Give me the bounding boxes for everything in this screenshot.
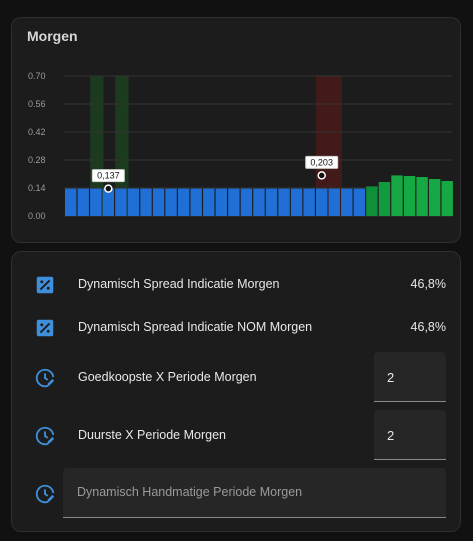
price-bar[interactable] (441, 181, 453, 216)
entity-value: 46,8% (410, 277, 446, 291)
expensive-period-band (316, 76, 330, 216)
expensive-period-band (328, 76, 342, 216)
entity-row-most-expensive: Duurste X Periode Morgen (12, 414, 460, 458)
entity-row-spread[interactable]: Dynamisch Spread Indicatie Morgen 46,8% (12, 263, 460, 307)
manual-period-placeholder: Dynamisch Handmatige Periode Morgen (77, 485, 303, 499)
price-bar[interactable] (378, 182, 391, 216)
price-bar[interactable] (102, 188, 115, 216)
marker-label-box (91, 169, 125, 183)
chart-card: Morgen 0.70 0.56 0.42 0.28 0.14 0.00 0,137 0,20… (11, 17, 461, 243)
price-bar[interactable] (303, 188, 315, 216)
y-tick-label: 0.56 (28, 99, 46, 109)
manual-period-input[interactable]: Dynamisch Handmatige Periode Morgen (63, 468, 446, 518)
entity-label: Duurste X Periode Morgen (78, 428, 226, 442)
most-expensive-period-input[interactable]: 2 (374, 410, 446, 460)
price-bar[interactable] (403, 176, 416, 216)
price-bar[interactable] (190, 188, 202, 216)
cheapest-period-value: 2 (387, 370, 395, 385)
value-marker (317, 171, 326, 180)
price-bar[interactable] (203, 188, 215, 216)
price-bar[interactable] (165, 188, 177, 216)
clock-edit-icon (35, 368, 55, 388)
y-tick-label: 0.00 (28, 211, 46, 221)
price-bar[interactable] (328, 188, 340, 216)
price-bar[interactable] (341, 188, 353, 216)
entity-row-spread-nom[interactable]: Dynamisch Spread Indicatie NOM Morgen 46… (12, 306, 460, 350)
entity-label: Dynamisch Spread Indicatie NOM Morgen (78, 320, 313, 334)
price-bar[interactable] (290, 188, 303, 216)
price-bar[interactable] (265, 188, 278, 216)
cheapest-period-input[interactable]: 2 (374, 352, 446, 402)
marker-label: 0,203 (310, 157, 333, 167)
value-marker (104, 184, 113, 193)
price-bar[interactable] (278, 188, 290, 216)
price-bar[interactable] (228, 188, 240, 216)
y-tick-label: 0.70 (28, 71, 46, 81)
price-bar[interactable] (140, 188, 152, 216)
entity-row-manual-period (12, 472, 460, 516)
y-tick-label: 0.14 (28, 183, 46, 193)
entity-label: Goedkoopste X Periode Morgen (78, 370, 257, 384)
entity-label: Dynamisch Spread Indicatie Morgen (78, 277, 280, 291)
chart-title: Morgen (27, 28, 78, 44)
price-bar[interactable] (366, 186, 378, 216)
price-bar[interactable] (115, 188, 127, 216)
clock-edit-icon (35, 484, 55, 504)
price-bar[interactable] (353, 188, 366, 216)
percent-box-icon (36, 319, 54, 337)
marker-label-box (305, 155, 339, 169)
price-bar[interactable] (77, 188, 89, 216)
price-bar[interactable] (428, 179, 441, 216)
entity-value: 46,8% (410, 320, 446, 334)
price-bar[interactable] (416, 177, 428, 216)
percent-box-icon (36, 276, 54, 294)
price-bar[interactable] (90, 188, 102, 216)
price-bar[interactable] (253, 188, 265, 216)
price-bar[interactable] (152, 188, 165, 216)
most-expensive-period-value: 2 (387, 428, 395, 443)
clock-edit-icon (35, 426, 55, 446)
y-tick-label: 0.42 (28, 127, 46, 137)
price-bar[interactable] (391, 175, 403, 216)
entities-card: Dynamisch Spread Indicatie Morgen 46,8% … (11, 251, 461, 532)
price-chart[interactable]: 0.70 0.56 0.42 0.28 0.14 0.00 0,137 0,203 (12, 18, 460, 242)
marker-label: 0,137 (97, 171, 120, 181)
y-tick-label: 0.28 (28, 155, 46, 165)
price-bar[interactable] (316, 188, 328, 216)
entity-row-cheapest: Goedkoopste X Periode Morgen (12, 356, 460, 400)
price-bar[interactable] (65, 188, 77, 216)
price-bar[interactable] (177, 188, 190, 216)
price-bar[interactable] (240, 188, 253, 216)
price-bar[interactable] (215, 188, 227, 216)
price-bar[interactable] (127, 188, 140, 216)
